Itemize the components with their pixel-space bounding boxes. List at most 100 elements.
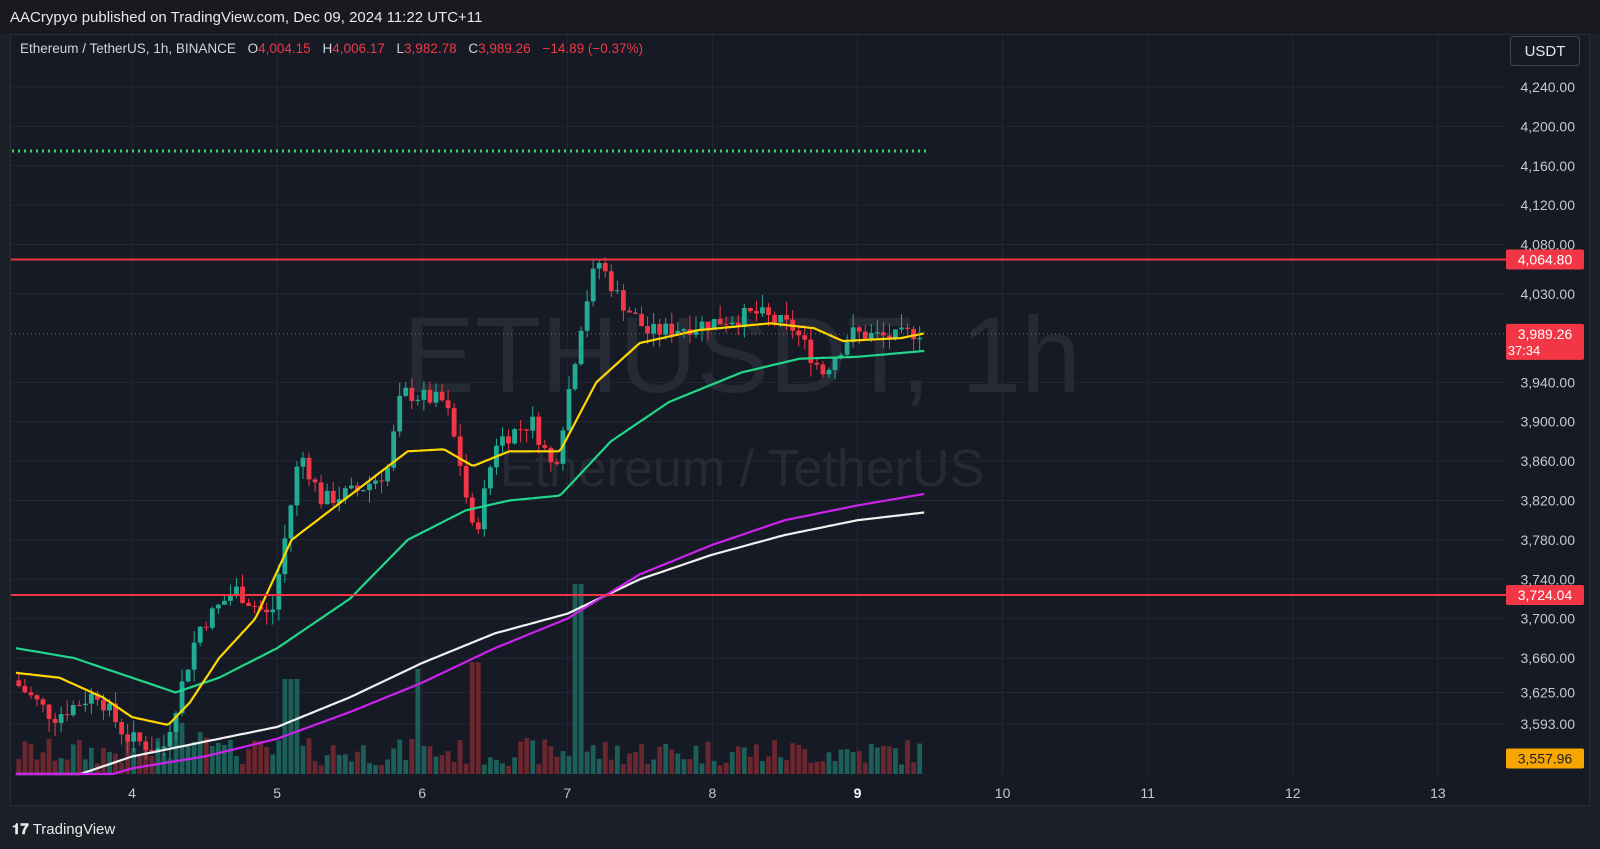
candle-body bbox=[137, 732, 143, 742]
candle-body bbox=[433, 391, 439, 403]
candle-body bbox=[868, 332, 874, 340]
volume-bar bbox=[228, 739, 233, 774]
volume-bar bbox=[536, 764, 542, 774]
candle-body bbox=[500, 436, 505, 446]
candle-body bbox=[608, 271, 614, 292]
volume-bar bbox=[530, 740, 536, 774]
candle-body bbox=[421, 389, 427, 400]
candle-body bbox=[149, 749, 155, 752]
volume-bar bbox=[324, 755, 330, 774]
volume-bar bbox=[270, 754, 276, 774]
candle-body bbox=[215, 604, 221, 609]
volume-bar bbox=[264, 747, 270, 774]
chart-frame[interactable] bbox=[10, 34, 1590, 806]
volume-bar bbox=[524, 738, 530, 774]
candle-body bbox=[336, 499, 342, 504]
volume-bar bbox=[354, 751, 360, 774]
candle-body bbox=[155, 748, 161, 752]
volume-bar bbox=[215, 742, 221, 774]
volume-bar bbox=[796, 744, 802, 774]
volume-bar bbox=[639, 743, 644, 774]
candle-body bbox=[185, 669, 191, 682]
volume-bar bbox=[772, 740, 777, 774]
volume-bar bbox=[397, 739, 403, 774]
volume-bar bbox=[173, 726, 179, 774]
tradingview-logo[interactable]: 𝟏𝟕 TradingView bbox=[12, 820, 115, 838]
volume-bar bbox=[240, 764, 245, 774]
currency-button[interactable]: USDT bbox=[1510, 36, 1580, 66]
volume-bar bbox=[137, 755, 143, 774]
volume-bar bbox=[294, 679, 300, 774]
volume-bar bbox=[143, 745, 149, 774]
volume-bar bbox=[754, 744, 759, 774]
candle-body bbox=[566, 389, 572, 431]
candle-body bbox=[735, 322, 741, 326]
volume-bar bbox=[336, 754, 342, 774]
candle-body bbox=[88, 693, 94, 704]
brand-name: TradingView bbox=[32, 821, 116, 838]
candle-body bbox=[113, 703, 118, 723]
volume-bar bbox=[379, 765, 384, 774]
candle-body bbox=[161, 746, 167, 749]
ema_mid-line bbox=[15, 349, 925, 694]
price-tick-label: 4,160.00 bbox=[1521, 158, 1576, 174]
price-axis[interactable]: 4,240.00 4,200.00 4,160.00 4,120.00 4,080.00… bbox=[1521, 79, 1576, 732]
time-axis[interactable]: 4 5 6 7 8 9 10 11 12 13 bbox=[128, 785, 1446, 801]
candle-body bbox=[856, 327, 862, 332]
candle-body bbox=[645, 326, 650, 334]
candle-body bbox=[58, 714, 64, 723]
candle-body bbox=[536, 416, 542, 446]
candle-body bbox=[802, 335, 808, 340]
candle-body bbox=[179, 681, 185, 714]
candle-body bbox=[814, 362, 820, 365]
candle-body bbox=[415, 399, 421, 401]
candle-body bbox=[717, 319, 723, 325]
candle-body bbox=[64, 714, 70, 716]
ma_white-line bbox=[15, 511, 925, 776]
candle-body bbox=[651, 323, 657, 334]
candle-body bbox=[512, 429, 517, 444]
volume-bar bbox=[367, 763, 372, 774]
candle-body bbox=[741, 307, 747, 326]
volume-bar bbox=[735, 746, 741, 774]
candle-body bbox=[705, 321, 711, 330]
candle-body bbox=[46, 704, 52, 719]
volume-bar bbox=[645, 763, 650, 774]
candle-body bbox=[554, 462, 560, 464]
volume-bar bbox=[463, 763, 469, 774]
volume-bar bbox=[433, 756, 439, 774]
footer bbox=[0, 806, 1600, 849]
volume-bar bbox=[657, 746, 663, 774]
volume-bar bbox=[131, 748, 137, 774]
candle-body bbox=[826, 369, 832, 375]
volume-bar bbox=[729, 752, 735, 774]
time-tick-label: 8 bbox=[709, 785, 717, 801]
candle-body bbox=[270, 609, 276, 613]
volume-bar bbox=[711, 760, 717, 774]
volume-bar bbox=[566, 756, 572, 774]
volume-bar bbox=[832, 761, 838, 774]
candle-body bbox=[874, 332, 880, 334]
low-marker-tag bbox=[1506, 748, 1584, 769]
volume-bar bbox=[554, 756, 560, 774]
time-tick-label: 9 bbox=[854, 785, 862, 801]
price-tick-label: 3,940.00 bbox=[1521, 374, 1576, 390]
volume-bar bbox=[880, 745, 886, 774]
candle-body bbox=[633, 312, 638, 314]
volume-bar bbox=[445, 751, 451, 774]
price-tick-label: 3,593.00 bbox=[1521, 716, 1576, 732]
volume-bar bbox=[633, 752, 638, 774]
candle-body bbox=[70, 705, 76, 716]
candle-body bbox=[463, 465, 469, 498]
price-tick-label: 4,240.00 bbox=[1521, 79, 1576, 95]
candle-body bbox=[899, 327, 904, 330]
candle-body bbox=[385, 467, 391, 482]
candle-body bbox=[850, 327, 856, 343]
candle-body bbox=[40, 699, 46, 705]
volume-bar bbox=[911, 762, 917, 774]
volume-bar bbox=[621, 764, 626, 774]
candle-body bbox=[342, 488, 348, 500]
time-tick-label: 6 bbox=[418, 785, 426, 801]
